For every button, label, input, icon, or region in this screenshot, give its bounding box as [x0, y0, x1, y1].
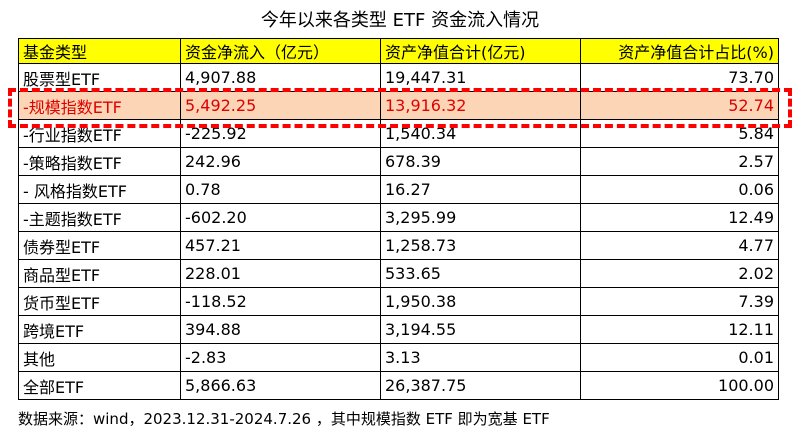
table-cell: 其他: [18, 343, 181, 372]
source-note: 数据来源：wind，2023.12.31-2024.7.26 ，其中规模指数 E…: [18, 410, 550, 428]
table-cell: 5,492.25: [180, 91, 381, 120]
table-cell: 债券型ETF: [18, 231, 181, 260]
table-cell: 228.01: [180, 259, 381, 288]
table-cell: 5,866.63: [180, 371, 381, 400]
table-row: 货币型ETF -118.52 1,950.38 7.39: [18, 287, 779, 316]
table-cell: -225.92: [180, 119, 381, 148]
table-cell: 0.06: [580, 175, 779, 204]
table-cell: 457.21: [180, 231, 381, 260]
table-cell: 1,540.34: [380, 119, 581, 148]
table-cell: -行业指数ETF: [18, 119, 181, 148]
table-cell: 2.57: [580, 147, 779, 176]
table-cell: 73.70: [580, 63, 779, 92]
table-cell: 26,387.75: [380, 371, 581, 400]
table-cell: -2.83: [180, 343, 381, 372]
header-row: 基金类型 资金净流入（亿元） 资产净值合计(亿元) 资产净值合计占比(%): [18, 38, 779, 64]
table-cell: -主题指数ETF: [18, 203, 181, 232]
table-row: -规模指数ETF 5,492.25 13,916.32 52.74: [18, 91, 779, 120]
table-cell: 242.96: [180, 147, 381, 176]
table-cell: 7.39: [580, 287, 779, 316]
table-cell: 商品型ETF: [18, 259, 181, 288]
table-row: -策略指数ETF 242.96 678.39 2.57: [18, 147, 779, 176]
table-cell: 12.11: [580, 315, 779, 344]
table-cell: 100.00: [580, 371, 779, 400]
table-cell: -118.52: [180, 287, 381, 316]
table-row: 全部ETF 5,866.63 26,387.75 100.00: [18, 371, 779, 400]
table-cell: -规模指数ETF: [18, 91, 181, 120]
table-body: 股票型ETF 4,907.88 19,447.31 73.70 -规模指数ETF 5,49…: [18, 63, 779, 400]
table-cell: 2.02: [580, 259, 779, 288]
table-cell: 3,295.99: [380, 203, 581, 232]
etf-table: 基金类型 资金净流入（亿元） 资产净值合计(亿元) 资产净值合计占比(%) 股票型ET…: [18, 38, 779, 400]
table-cell: 19,447.31: [380, 63, 581, 92]
header-cell: 基金类型: [18, 38, 181, 64]
table-cell: 52.74: [580, 91, 779, 120]
table-cell: - 风格指数ETF: [18, 175, 181, 204]
title: 今年以来各类型 ETF 资金流入情况: [260, 10, 540, 31]
table-cell: 0.78: [180, 175, 381, 204]
table-row: 跨境ETF 394.88 3,194.55 12.11: [18, 315, 779, 344]
table-cell: 货币型ETF: [18, 287, 181, 316]
table-cell: 12.49: [580, 203, 779, 232]
header-cell: 资产净值合计占比(%): [580, 38, 779, 64]
table-row: 商品型ETF 228.01 533.65 2.02: [18, 259, 779, 288]
table-cell: 5.84: [580, 119, 779, 148]
table-cell: 1,258.73: [380, 231, 581, 260]
table-cell: 1,950.38: [380, 287, 581, 316]
table-cell: 678.39: [380, 147, 581, 176]
table-row: 债券型ETF 457.21 1,258.73 4.77: [18, 231, 779, 260]
table-row: 股票型ETF 4,907.88 19,447.31 73.70: [18, 63, 779, 92]
table-cell: 394.88: [180, 315, 381, 344]
table-row: - 风格指数ETF 0.78 16.27 0.06: [18, 175, 779, 204]
header-cell: 资金净流入（亿元）: [180, 38, 381, 64]
table-row: -行业指数ETF -225.92 1,540.34 5.84: [18, 119, 779, 148]
table-row: 其他 -2.83 3.13 0.01: [18, 343, 779, 372]
table-cell: 跨境ETF: [18, 315, 181, 344]
table-cell: 4.77: [580, 231, 779, 260]
table-cell: -602.20: [180, 203, 381, 232]
table-cell: 16.27: [380, 175, 581, 204]
table-cell: 3.13: [380, 343, 581, 372]
header-cell: 资产净值合计(亿元): [380, 38, 581, 64]
table-cell: 3,194.55: [380, 315, 581, 344]
table-cell: 股票型ETF: [18, 63, 181, 92]
table-cell: 533.65: [380, 259, 581, 288]
table-cell: 4,907.88: [180, 63, 381, 92]
table-cell: 0.01: [580, 343, 779, 372]
table-row: -主题指数ETF -602.20 3,295.99 12.49: [18, 203, 779, 232]
table-cell: -策略指数ETF: [18, 147, 181, 176]
table-cell: 全部ETF: [18, 371, 181, 400]
table-cell: 13,916.32: [380, 91, 581, 120]
